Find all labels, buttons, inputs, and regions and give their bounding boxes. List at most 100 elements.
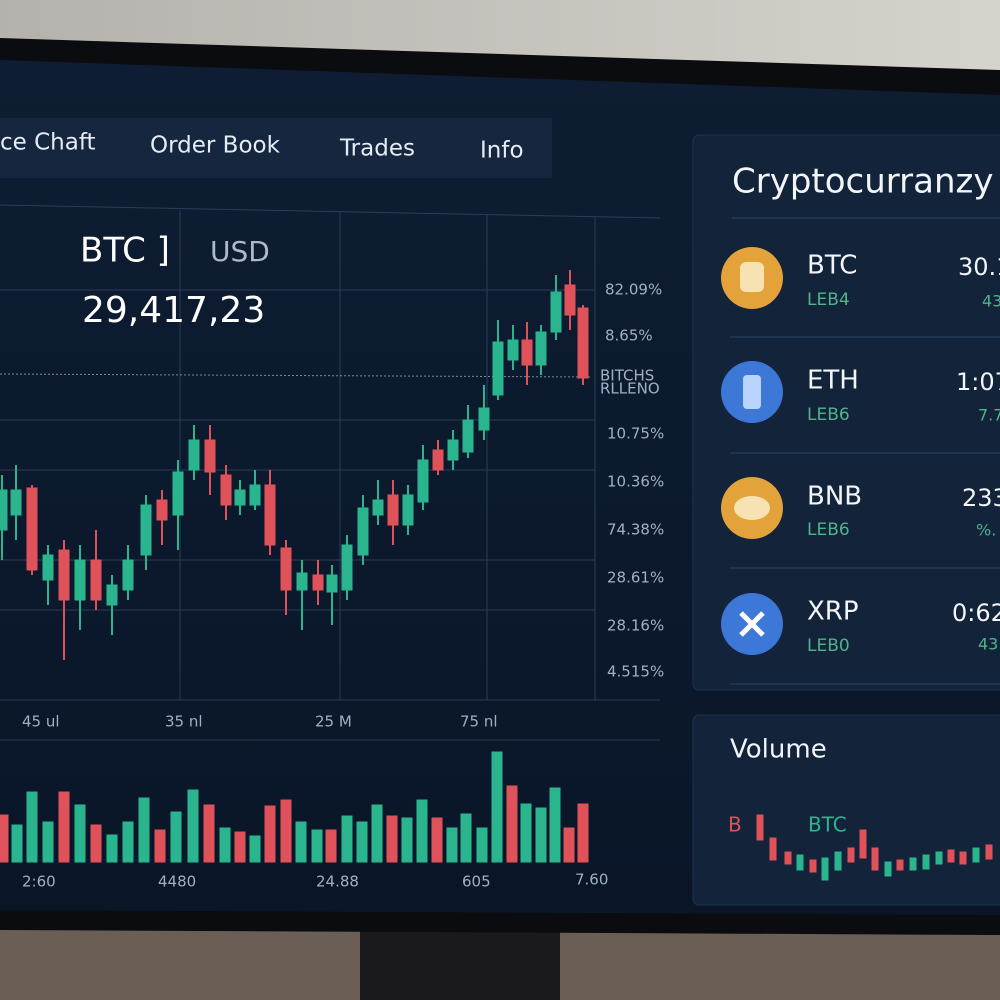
volume-bars — [0, 751, 589, 863]
coin-glyph — [743, 375, 761, 409]
change: %. — [976, 521, 996, 540]
candle-body — [296, 572, 308, 591]
candle-body — [311, 829, 323, 863]
candle-body — [140, 504, 152, 556]
y-labels: BITCHS — [600, 367, 654, 385]
candle-body — [264, 484, 276, 546]
tab-bar[interactable] — [0, 118, 552, 178]
candle-body — [188, 439, 200, 471]
candle-body — [42, 821, 54, 863]
symbol: ETH — [807, 366, 859, 396]
y-labels: 82.09% — [605, 281, 662, 299]
candle-body — [372, 499, 384, 516]
candle-body — [74, 804, 86, 863]
y-labels: 28.16% — [607, 617, 664, 635]
candle-body — [577, 307, 589, 379]
volume-x-labels: 2:60 — [22, 873, 56, 891]
candle-body — [295, 821, 307, 863]
network: LEB4 — [807, 290, 850, 310]
candle-body — [90, 559, 102, 601]
candle-body — [491, 751, 503, 863]
candle-body — [859, 829, 867, 859]
candle-body — [106, 834, 118, 863]
candle-body — [821, 857, 829, 881]
candle-body — [446, 827, 458, 863]
candle-body — [172, 471, 184, 516]
panel-title: Volume — [730, 735, 827, 765]
candle-body — [170, 811, 182, 863]
candle-body — [371, 804, 383, 863]
volume-x-labels: 24.88 — [316, 873, 359, 891]
candle-body — [10, 489, 22, 516]
candle-body — [0, 489, 8, 531]
tabs[interactable]: Info — [480, 138, 524, 164]
candle-body — [0, 814, 9, 863]
change: 7.7 — [978, 406, 1000, 425]
candle-body — [947, 849, 955, 863]
candle-body — [563, 827, 575, 863]
grid — [0, 204, 661, 219]
candle-body — [341, 544, 353, 591]
candle-body — [402, 494, 414, 526]
candle-body — [234, 831, 246, 863]
stand — [360, 920, 560, 1000]
candle-body — [387, 494, 399, 526]
candle-body — [386, 815, 398, 863]
network: LEB0 — [807, 636, 850, 656]
candle-body — [357, 507, 369, 556]
candle-body — [564, 284, 576, 316]
candle-body — [834, 851, 842, 871]
candle-body — [506, 785, 518, 863]
network: LEB6 — [807, 520, 850, 540]
y-labels: 28.61% — [607, 569, 664, 587]
x-labels: 25 M — [315, 713, 352, 731]
network: LEB6 — [807, 405, 850, 425]
y-labels: RLLENO — [600, 380, 660, 398]
y-labels: 74.38% — [607, 521, 664, 539]
y-labels: 8.65% — [605, 327, 653, 345]
coin-glyph — [739, 611, 765, 637]
candle-body — [935, 851, 943, 865]
panel-title: Cryptocurranzy — [732, 162, 994, 202]
candle-body — [535, 331, 547, 366]
candle-body — [11, 824, 23, 863]
candle-body — [74, 559, 86, 601]
candle-body — [985, 844, 993, 860]
candle-body — [220, 474, 232, 506]
candle-body — [847, 847, 855, 863]
candle-body — [972, 847, 980, 863]
candle-body — [431, 817, 443, 863]
candle-body — [535, 807, 547, 863]
candle-body — [58, 549, 70, 601]
candle-body — [326, 574, 338, 593]
candle-body — [26, 791, 38, 863]
candle-body — [156, 499, 168, 521]
candle-body — [460, 813, 472, 863]
coin-glyph — [734, 496, 770, 520]
candle-body — [922, 854, 930, 870]
y-labels: 4.515% — [607, 663, 664, 681]
candle-body — [550, 291, 562, 333]
tabs[interactable]: Trades — [339, 136, 415, 162]
candle-body — [959, 851, 967, 865]
candle-body — [462, 419, 474, 453]
candle-body — [341, 815, 353, 863]
symbol: XRP — [807, 597, 859, 627]
candle-body — [356, 821, 368, 863]
candle-body — [447, 439, 459, 461]
candle-body — [549, 787, 561, 863]
price: 29,417,23 — [82, 290, 265, 331]
candle-body — [122, 559, 134, 591]
candle-body — [42, 554, 54, 581]
candle-body — [204, 439, 216, 473]
candle-body — [476, 827, 488, 863]
symbol: BTC — [807, 251, 857, 281]
change: 43 — [978, 635, 998, 654]
tabs[interactable]: Order Book — [150, 133, 281, 159]
candle-body — [896, 859, 904, 871]
candle-body — [416, 799, 428, 863]
price: 1:07 — [956, 368, 1000, 396]
candle-body — [784, 851, 792, 865]
tabs[interactable]: ce Chaft — [0, 130, 96, 156]
